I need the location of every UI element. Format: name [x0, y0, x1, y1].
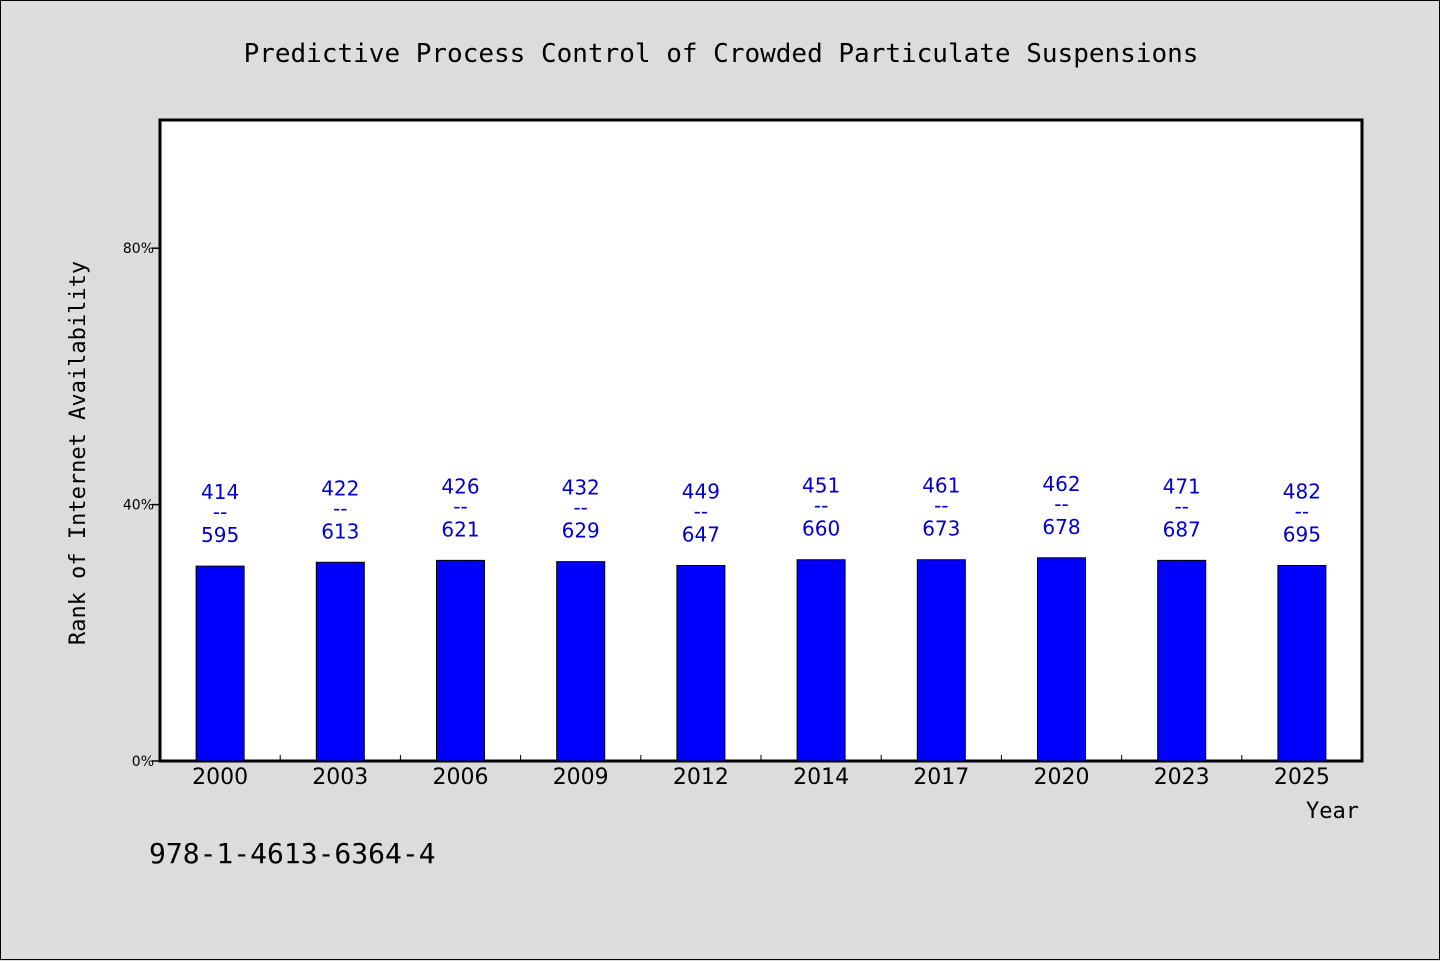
data-label-separator: --: [1174, 494, 1188, 518]
data-label-top: 451: [802, 474, 840, 498]
bar: [916, 559, 966, 762]
data-label-top: 414: [201, 480, 239, 504]
bar: [676, 564, 726, 762]
y-tick-label: 40%: [123, 498, 154, 514]
bar: [796, 559, 846, 762]
data-label-separator: --: [1295, 499, 1309, 523]
data-label-top: 426: [441, 474, 479, 498]
bar: [1157, 559, 1207, 762]
x-tick-label: 2023: [1154, 765, 1210, 790]
data-label-bottom: 660: [802, 517, 840, 541]
chart-title: Predictive Process Control of Crowded Pa…: [244, 39, 1199, 69]
data-label-top: 462: [1042, 472, 1080, 496]
y-tick-label: 0%: [132, 754, 154, 770]
bars: [195, 557, 1327, 762]
data-label-bottom: 595: [201, 523, 239, 547]
data-label-top: 461: [922, 474, 960, 498]
data-label-bottom: 673: [922, 517, 960, 541]
data-labels: 414--595422--613426--621432--629449--647…: [201, 472, 1321, 547]
bar: [1277, 564, 1327, 762]
data-label-bottom: 687: [1163, 517, 1201, 541]
x-tick-label: 2006: [433, 765, 489, 790]
data-label-bottom: 629: [562, 519, 600, 543]
y-axis-title: Rank of Internet Availability: [66, 261, 91, 645]
data-label-separator: --: [213, 500, 227, 524]
x-tick-label: 2014: [793, 765, 849, 790]
data-label-bottom: 647: [682, 522, 720, 546]
bar: [556, 561, 606, 762]
x-tick-label: 2003: [312, 765, 368, 790]
data-label-separator: --: [573, 496, 587, 520]
data-label-bottom: 695: [1283, 522, 1321, 546]
x-axis: 2000 2003 2006 2009 2012 2014 2017 2020 2023 2025: [192, 755, 1330, 790]
bar: [315, 561, 365, 762]
data-label-top: 432: [562, 476, 600, 500]
data-label-top: 449: [682, 479, 720, 503]
data-label-separator: --: [333, 496, 347, 520]
bar: [1037, 557, 1086, 762]
data-label-separator: --: [1054, 492, 1068, 516]
data-label-bottom: 678: [1042, 515, 1080, 539]
data-label-separator: --: [694, 499, 708, 523]
isbn-text: 978-1-4613-6364-4: [149, 837, 436, 870]
data-label-separator: --: [934, 494, 948, 518]
y-tick-label: 80%: [123, 241, 154, 257]
bar: [195, 565, 245, 762]
data-label-separator: --: [814, 494, 828, 518]
data-label-separator: --: [453, 494, 467, 518]
data-label-bottom: 621: [441, 517, 479, 541]
x-tick-label: 2009: [553, 765, 609, 790]
x-tick-label: 2025: [1274, 765, 1330, 790]
x-tick-label: 2000: [192, 765, 248, 790]
x-axis-title: Year: [1306, 799, 1359, 824]
x-tick-label: 2012: [673, 765, 729, 790]
data-label-top: 422: [321, 476, 359, 500]
bar: [436, 559, 485, 762]
x-tick-label: 2017: [913, 765, 969, 790]
data-label-top: 471: [1163, 474, 1201, 498]
data-label-bottom: 613: [321, 519, 359, 543]
data-label-top: 482: [1283, 479, 1321, 503]
x-tick-label: 2020: [1034, 765, 1090, 790]
y-axis: 0% 40% 80%: [123, 241, 160, 770]
